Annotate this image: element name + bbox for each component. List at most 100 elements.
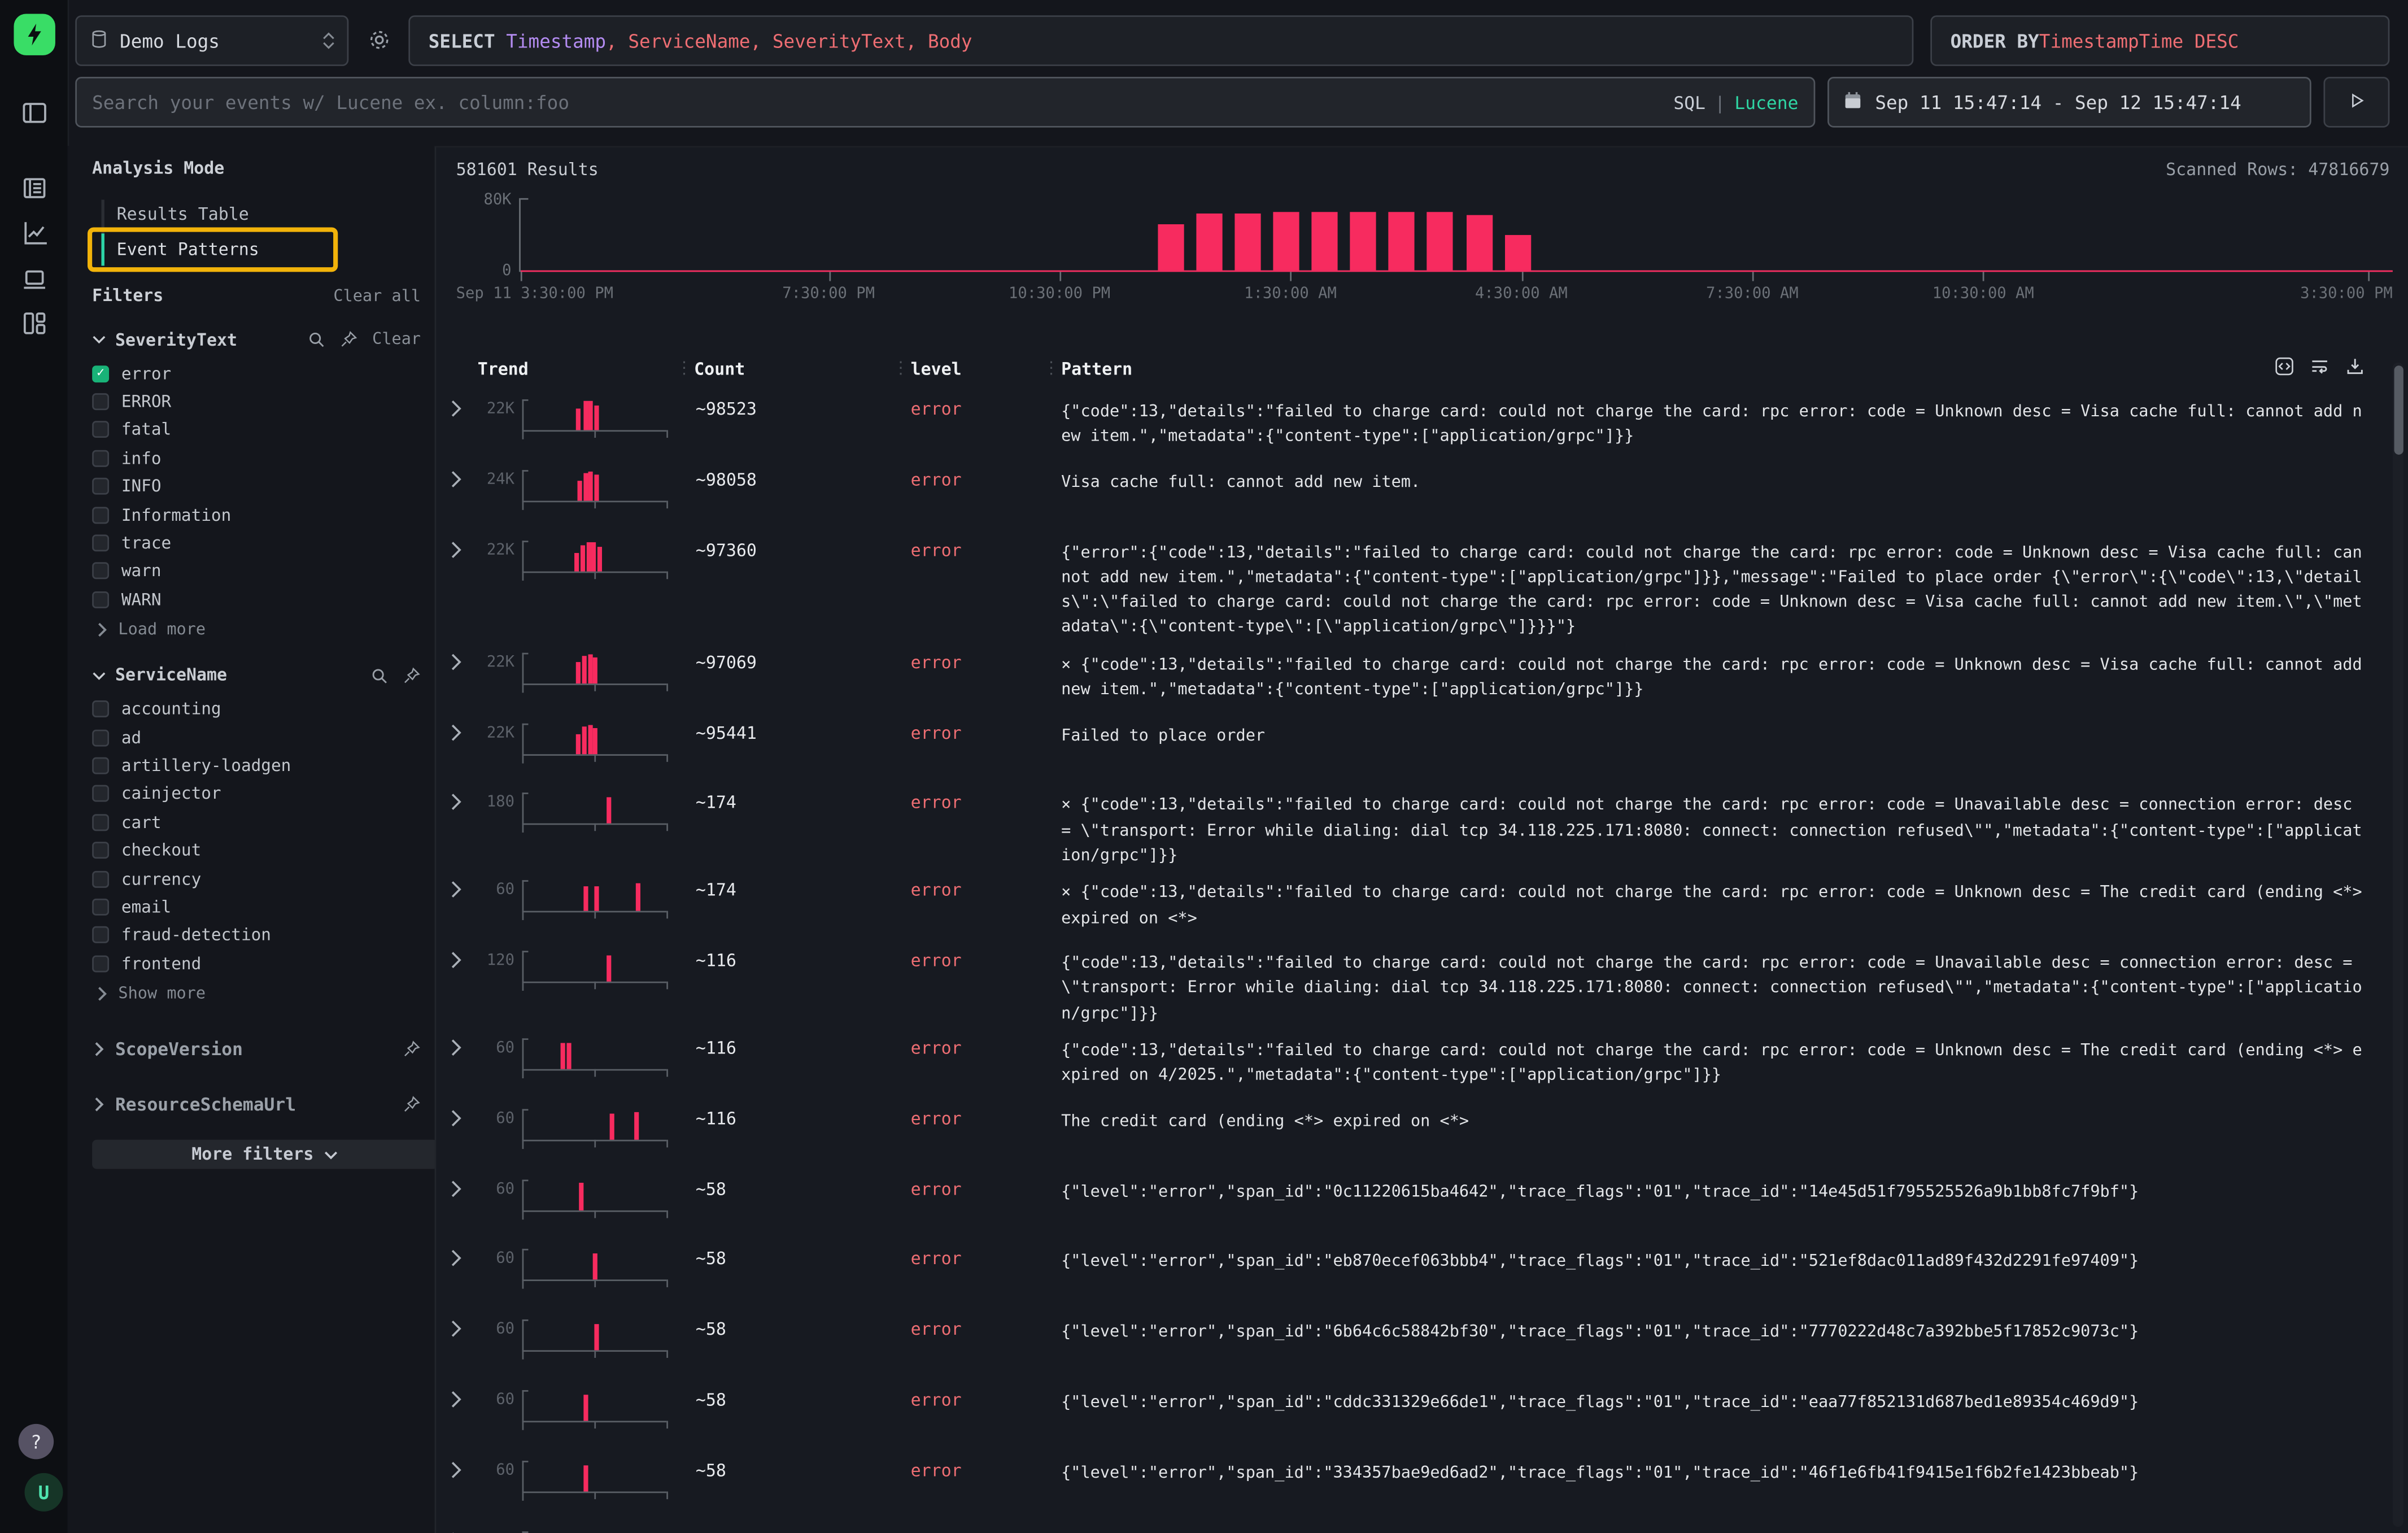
filter-option[interactable]: artillery-loadgen: [92, 752, 421, 780]
pattern-row[interactable]: 60~116error{"code":13,"details":"failed …: [444, 1026, 2368, 1096]
expand-chevron-icon[interactable]: [444, 399, 474, 458]
dashboard-icon[interactable]: [21, 310, 47, 336]
source-select[interactable]: Demo Logs: [75, 15, 348, 66]
more-filters-button[interactable]: More filters: [92, 1140, 438, 1170]
pattern-text[interactable]: {"code":13,"details":"failed to charge c…: [1042, 951, 2368, 1026]
pattern-text[interactable]: {"level":"error","span_id":"cddc331329e6…: [1042, 1390, 2368, 1448]
clear-all-button[interactable]: Clear all: [333, 286, 421, 305]
filter-option[interactable]: fatal: [92, 416, 421, 444]
expand-chevron-icon[interactable]: [444, 1319, 474, 1378]
filter-option[interactable]: ad: [92, 724, 421, 752]
filter-option[interactable]: cainjector: [92, 780, 421, 808]
scrollbar[interactable]: [2393, 363, 2403, 1527]
show-more-link[interactable]: Show more: [95, 982, 421, 1005]
pattern-row[interactable]: 22K~97069error× {"code":13,"details":"fa…: [444, 640, 2368, 711]
results-histogram[interactable]: 80K 0 Sep 11 3:30:00 PM7:30:00 PM10:30:0…: [519, 198, 2393, 272]
checkbox[interactable]: [92, 701, 109, 718]
expand-chevron-icon[interactable]: [444, 652, 474, 711]
histogram-bar[interactable]: [1350, 211, 1376, 270]
pattern-text[interactable]: Visa cache full: cannot add new item.: [1042, 470, 2368, 528]
checkbox[interactable]: [92, 729, 109, 746]
filter-option[interactable]: currency: [92, 865, 421, 893]
filter-option[interactable]: ✓error: [92, 359, 421, 387]
pattern-text[interactable]: Failed to place order: [1042, 723, 2368, 781]
filter-option[interactable]: checkout: [92, 837, 421, 865]
pattern-row[interactable]: 24K~98058errorVisa cache full: cannot ad…: [444, 458, 2368, 528]
checkbox[interactable]: [92, 393, 109, 410]
filter-group-header-scopeversion[interactable]: ScopeVersion: [92, 1039, 421, 1060]
expand-chevron-icon[interactable]: [444, 1109, 474, 1167]
col-level[interactable]: ⋮level: [892, 359, 1043, 379]
pattern-text[interactable]: {"level":"error","span_id":"b92b54b6882b…: [1042, 1531, 2368, 1533]
code-icon[interactable]: [2274, 356, 2294, 376]
checkbox[interactable]: [92, 927, 109, 944]
pattern-text[interactable]: {"level":"error","span_id":"0c11220615ba…: [1042, 1179, 2368, 1237]
checkbox[interactable]: [92, 786, 109, 803]
pattern-text[interactable]: {"error":{"code":13,"details":"failed to…: [1042, 540, 2368, 640]
column-grip-icon[interactable]: ⋮: [892, 358, 909, 378]
expand-chevron-icon[interactable]: [444, 793, 474, 868]
checkbox[interactable]: [92, 757, 109, 774]
filter-option[interactable]: WARN: [92, 585, 421, 613]
checkbox[interactable]: ✓: [92, 365, 109, 382]
lightning-icon[interactable]: [14, 14, 55, 55]
filter-option[interactable]: trace: [92, 529, 421, 557]
pattern-row[interactable]: 120~116error{"code":13,"details":"failed…: [444, 939, 2368, 1026]
expand-chevron-icon[interactable]: [444, 540, 474, 640]
histogram-bar[interactable]: [1197, 213, 1223, 270]
checkbox[interactable]: [92, 591, 109, 608]
column-grip-icon[interactable]: ⋮: [676, 358, 693, 378]
checkbox[interactable]: [92, 421, 109, 438]
checkbox[interactable]: [92, 450, 109, 467]
filter-option[interactable]: warn: [92, 557, 421, 585]
pin-icon[interactable]: [340, 330, 359, 349]
checkbox[interactable]: [92, 563, 109, 580]
histogram-bar[interactable]: [1428, 211, 1454, 270]
logs-icon[interactable]: [21, 175, 47, 201]
col-pattern[interactable]: ⋮Pattern: [1042, 359, 2368, 379]
expand-chevron-icon[interactable]: [444, 1390, 474, 1448]
filter-option[interactable]: ERROR: [92, 387, 421, 416]
pattern-row[interactable]: 22K~98523error{"code":13,"details":"fail…: [444, 387, 2368, 458]
download-icon[interactable]: [2345, 356, 2365, 376]
pattern-row[interactable]: 22K~97360error{"error":{"code":13,"detai…: [444, 528, 2368, 640]
pattern-row[interactable]: 60~58error{"level":"error","span_id":"6b…: [444, 1308, 2368, 1378]
pattern-row[interactable]: 60~116errorThe credit card (ending <*> e…: [444, 1096, 2368, 1167]
wrap-text-icon[interactable]: [2310, 356, 2330, 376]
expand-chevron-icon[interactable]: [444, 951, 474, 1026]
scrollbar-thumb[interactable]: [2393, 365, 2402, 455]
avatar[interactable]: U: [25, 1473, 63, 1512]
pattern-row[interactable]: 22K~95441errorFailed to place order: [444, 711, 2368, 781]
pattern-text[interactable]: The credit card (ending <*> expired on <…: [1042, 1109, 2368, 1167]
run-query-button[interactable]: [2323, 77, 2389, 128]
search-mode-lucene[interactable]: Lucene: [1734, 92, 1798, 113]
histogram-bar[interactable]: [1273, 211, 1299, 270]
pattern-row[interactable]: 60~174error× {"code":13,"details":"faile…: [444, 868, 2368, 939]
histogram-bar[interactable]: [1389, 211, 1415, 270]
checkbox[interactable]: [92, 842, 109, 859]
histogram-bar[interactable]: [1158, 224, 1184, 271]
expand-chevron-icon[interactable]: [444, 1531, 474, 1533]
load-more-link[interactable]: Load more: [95, 619, 421, 642]
checkbox[interactable]: [92, 955, 109, 972]
select-clause-input[interactable]: SELECT Timestamp, ServiceName, SeverityT…: [408, 15, 1913, 66]
expand-chevron-icon[interactable]: [444, 723, 474, 781]
clear-filter-button[interactable]: Clear: [372, 330, 421, 349]
search-mode-sql[interactable]: SQL: [1673, 92, 1705, 113]
panel-left-icon[interactable]: [21, 100, 47, 126]
filter-option[interactable]: cart: [92, 808, 421, 837]
chart-icon[interactable]: [21, 220, 47, 246]
pattern-text[interactable]: {"level":"error","span_id":"eb870ecef063…: [1042, 1249, 2368, 1308]
histogram-bar[interactable]: [1466, 215, 1492, 271]
filter-group-header-severitytext[interactable]: SeverityTextClear: [92, 327, 421, 352]
pattern-row[interactable]: 60~58error{"level":"error","span_id":"cd…: [444, 1378, 2368, 1448]
checkbox[interactable]: [92, 534, 109, 551]
histogram-bar[interactable]: [1504, 234, 1530, 271]
pattern-text[interactable]: × {"code":13,"details":"failed to charge…: [1042, 793, 2368, 868]
histogram-bar[interactable]: [1235, 213, 1261, 270]
column-grip-icon[interactable]: ⋮: [1042, 358, 1059, 378]
pin-icon[interactable]: [402, 1096, 421, 1114]
checkbox[interactable]: [92, 870, 109, 887]
search-input[interactable]: Search your events w/ Lucene ex. column:…: [75, 77, 1815, 128]
analysis-mode-item-event-patterns[interactable]: Event Patterns: [98, 232, 421, 268]
